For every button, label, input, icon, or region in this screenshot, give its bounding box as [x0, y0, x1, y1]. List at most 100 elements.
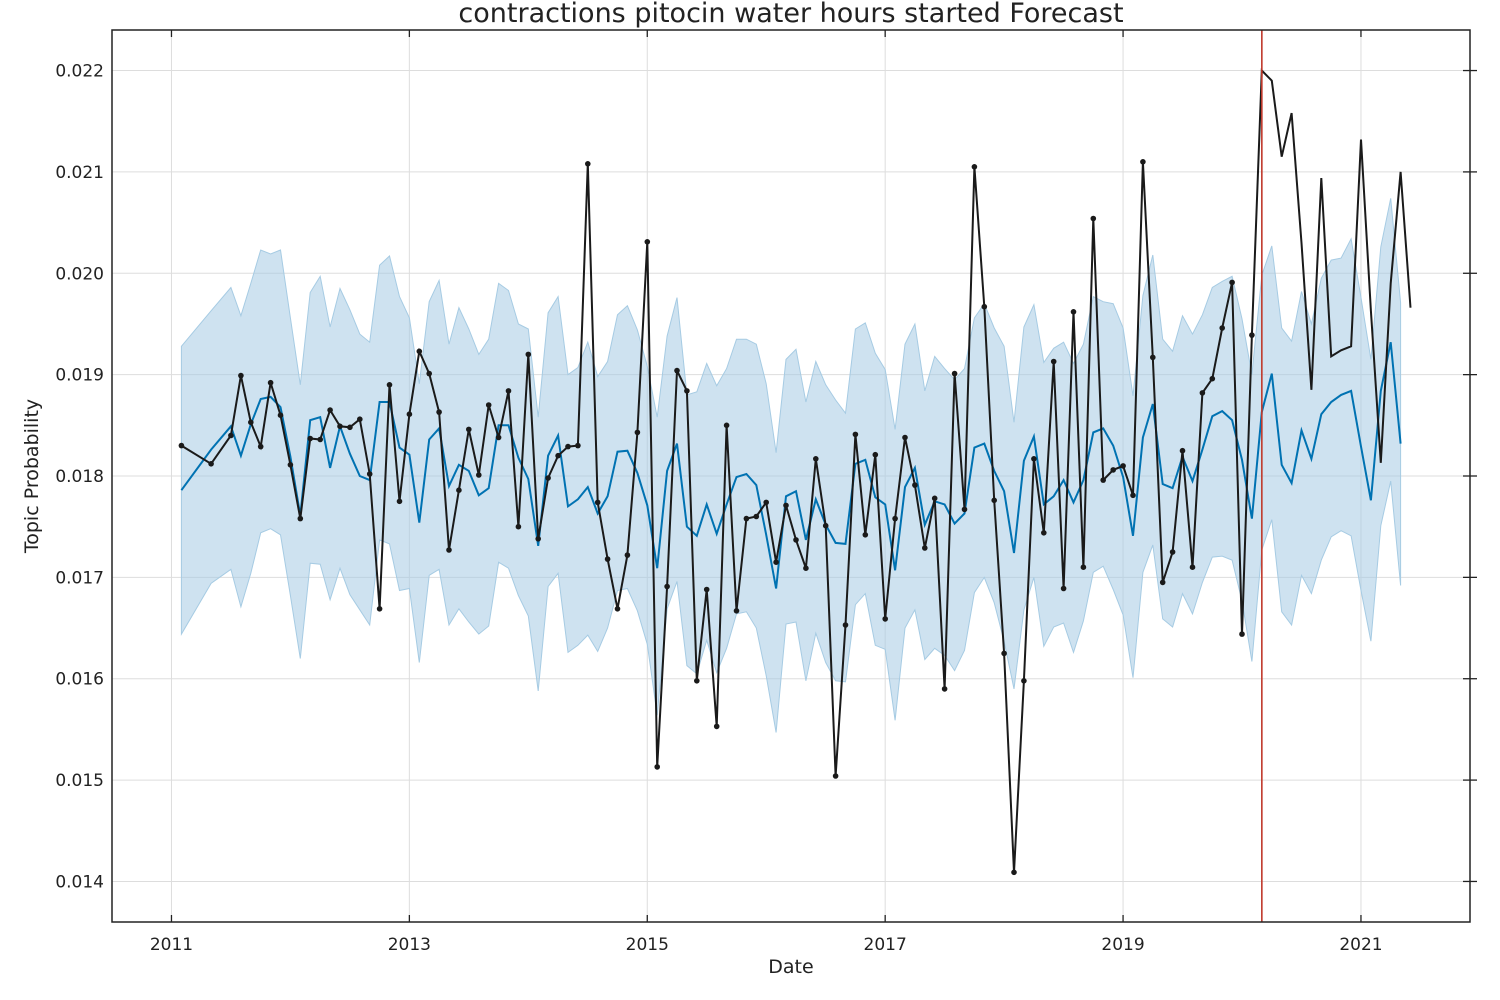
actual-point	[793, 537, 799, 543]
actual-point	[1120, 463, 1126, 469]
uncertainty-band	[180, 198, 1402, 733]
actual-point	[297, 515, 304, 522]
actual-point	[902, 434, 908, 441]
actual-point	[941, 686, 948, 692]
actual-point	[476, 472, 482, 478]
actual-point	[565, 443, 571, 450]
uncertainty-band-area	[180, 198, 1402, 733]
actual-point	[971, 164, 978, 170]
actual-point	[535, 536, 541, 542]
actual-point	[594, 499, 601, 506]
actual-point	[822, 522, 829, 529]
axis-ticks: 2011 2013 2015 2017 2019 2021 0.014 0.015 0.016 0…	[55, 30, 1477, 955]
actual-point	[1239, 631, 1245, 637]
x-tick-label: 2019	[1101, 935, 1144, 955]
actual-point	[1021, 678, 1027, 684]
actual-point	[406, 411, 413, 418]
actual-point	[733, 608, 740, 614]
actual-point	[951, 370, 958, 377]
actual-point	[436, 409, 442, 415]
y-tick-label: 0.022	[55, 62, 104, 82]
actual-point	[1110, 467, 1116, 473]
x-tick-label: 2017	[864, 935, 907, 955]
actual-point	[694, 678, 700, 684]
actual-point	[922, 545, 928, 551]
actual-point	[555, 452, 561, 459]
actual-point	[931, 495, 938, 502]
actual-point	[386, 382, 393, 388]
x-tick-label: 2013	[388, 935, 431, 955]
actual-point	[1179, 447, 1186, 454]
actual-point	[664, 583, 670, 590]
actual-point	[575, 442, 581, 449]
chart-title: contractions pitocin water hours started…	[458, 0, 1123, 29]
actual-point	[763, 499, 769, 506]
actual-point	[376, 606, 383, 612]
actual-point	[545, 475, 551, 481]
actual-point	[238, 372, 244, 379]
actual-point	[604, 556, 611, 562]
actual-point	[1249, 332, 1255, 338]
actual-point	[852, 431, 859, 438]
forecast-line-layer	[180, 342, 1402, 589]
actual-series-line	[180, 68, 1412, 873]
x-tick-label: 2015	[626, 935, 669, 955]
actual-point	[1070, 309, 1077, 315]
actual-point	[267, 379, 274, 386]
actual-point	[1060, 585, 1067, 592]
actual-point	[912, 482, 918, 488]
actual-point	[1169, 549, 1176, 555]
actual-line-layer	[180, 68, 1412, 873]
actual-point	[287, 462, 294, 468]
actual-point	[248, 419, 254, 426]
actual-point	[1189, 564, 1196, 570]
y-tick-label: 0.019	[55, 366, 104, 386]
actual-point	[803, 565, 809, 571]
y-axis-label: Topic Probability	[21, 399, 43, 554]
actual-point	[723, 422, 730, 429]
actual-point	[396, 498, 403, 505]
actual-point	[1209, 375, 1216, 382]
x-axis-label: Date	[768, 956, 813, 978]
actual-point	[456, 487, 462, 494]
actual-point	[1199, 390, 1206, 396]
actual-point	[366, 471, 373, 477]
actual-point	[654, 764, 660, 770]
actual-point	[1031, 456, 1037, 462]
actual-point	[1100, 477, 1106, 483]
actual-point	[1130, 492, 1136, 499]
actual-point	[505, 388, 512, 394]
actual-point	[485, 402, 492, 408]
actual-point	[495, 434, 502, 441]
actual-point	[703, 586, 710, 593]
actual-point	[228, 432, 234, 439]
actual-point	[1001, 650, 1007, 657]
actual-point	[178, 442, 185, 449]
actual-point	[614, 606, 621, 612]
actual-point	[257, 443, 264, 450]
actual-point	[624, 552, 631, 558]
actual-point	[892, 515, 898, 522]
actual-point	[446, 547, 452, 553]
actual-point	[872, 451, 879, 458]
actual-point	[684, 388, 690, 394]
actual-point	[525, 351, 532, 358]
actual-point	[882, 616, 888, 622]
actual-point	[862, 532, 869, 538]
actual-point	[347, 424, 353, 431]
actual-point	[585, 161, 591, 167]
actual-point	[327, 407, 333, 413]
x-tick-label: 2011	[150, 935, 193, 955]
actual-point	[208, 461, 214, 467]
actual-point	[337, 423, 343, 430]
y-tick-label: 0.018	[55, 467, 104, 487]
actual-point	[277, 412, 284, 419]
forecast-series-line	[180, 342, 1402, 589]
actual-point	[466, 426, 472, 433]
actual-point	[743, 515, 750, 522]
actual-point	[416, 348, 423, 355]
actual-point	[634, 429, 641, 436]
actual-point	[1041, 530, 1047, 536]
actual-point	[1090, 215, 1097, 222]
